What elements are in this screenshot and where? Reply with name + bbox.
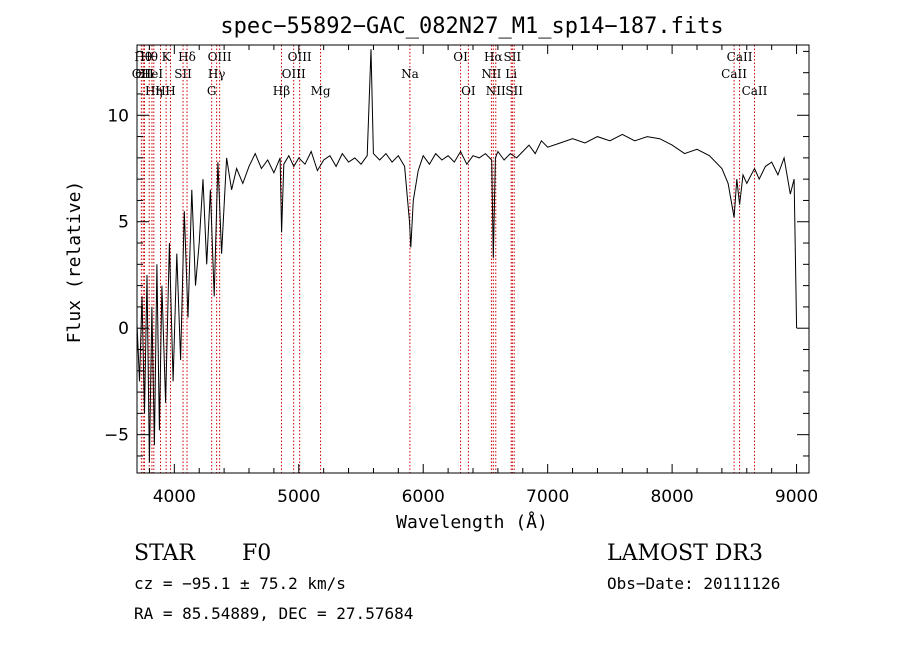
line-marker-label-6: H — [155, 84, 165, 98]
line-marker-label-1: Hθ — [134, 50, 152, 64]
object-class: STAR — [134, 541, 196, 566]
y-tick-label: 0 — [118, 319, 129, 339]
survey-name: LAMOST DR3 — [607, 541, 763, 566]
line-marker-label-20: OI — [461, 84, 476, 98]
y-axis-label: Flux (relative) — [64, 181, 85, 344]
line-marker-label-13: OIII — [208, 50, 232, 64]
line-markers — [140, 45, 755, 473]
x-tick-label: 7000 — [526, 487, 569, 507]
y-tick-label: 10 — [107, 106, 129, 126]
line-marker-labels: OIIHθCIIHθHeIHηHKHSIIHδGHγOIIIHβOIIIOIII… — [132, 50, 768, 98]
line-marker-label-21: NII — [481, 67, 501, 81]
line-marker-label-8: H — [165, 84, 175, 98]
redshift-text: cz = −95.1 ± 75.2 km/s — [134, 574, 346, 593]
x-axis-label: Wavelength (Å) — [396, 511, 548, 533]
x-tick-label: 9000 — [775, 487, 818, 507]
obs-date-text: Obs−Date: 20111126 — [607, 574, 780, 593]
axis-tick-labels: 4000 5000 6000 7000 8000 9000 −5 0 5 10 — [104, 106, 818, 507]
chart-title: spec−55892−GAC_082N27_M1_sp14−187.fits — [220, 14, 723, 39]
x-tick-label: 4000 — [153, 487, 196, 507]
line-marker-label-11: G — [207, 84, 217, 98]
line-marker-label-26: SII — [505, 84, 523, 98]
line-marker-label-22: Hα — [484, 50, 503, 64]
axis-ticks — [137, 45, 809, 473]
line-marker-label-4: HeI — [141, 67, 164, 81]
line-marker-label-25: SII — [503, 50, 521, 64]
line-marker-label-16: OIII — [288, 50, 312, 64]
ra-dec-text: RA = 85.54889, DEC = 27.57684 — [134, 604, 413, 623]
x-tick-label: 8000 — [650, 487, 693, 507]
line-marker-label-9: SII — [174, 67, 192, 81]
object-subclass: F0 — [242, 541, 271, 566]
line-marker-label-7: K — [162, 50, 172, 64]
line-marker-label-29: CaII — [742, 84, 768, 98]
x-tick-label: 6000 — [402, 487, 445, 507]
plot-frame — [136, 44, 810, 474]
line-marker-label-2: CII — [135, 67, 154, 81]
y-tick-label: 5 — [118, 213, 129, 233]
line-marker-label-3: Hθ — [140, 50, 158, 64]
spectrum-line — [136, 49, 798, 463]
line-marker-label-23: NII — [486, 84, 506, 98]
line-marker-label-28: CaII — [727, 50, 753, 64]
line-marker-label-19: OI — [453, 50, 468, 64]
line-marker-label-24: Li — [505, 67, 517, 81]
line-marker-label-12: Hγ — [208, 67, 226, 81]
line-marker-label-10: Hδ — [178, 50, 196, 64]
line-marker-label-5: Hη — [145, 84, 163, 98]
line-marker-label-18: Na — [401, 67, 419, 81]
line-marker-label-14: Hβ — [273, 84, 290, 98]
x-tick-label: 5000 — [277, 487, 320, 507]
line-marker-label-15: OIII — [282, 67, 306, 81]
y-tick-label: −5 — [104, 426, 129, 446]
line-marker-label-17: Mg — [311, 84, 331, 98]
line-marker-label-27: CaII — [721, 67, 747, 81]
